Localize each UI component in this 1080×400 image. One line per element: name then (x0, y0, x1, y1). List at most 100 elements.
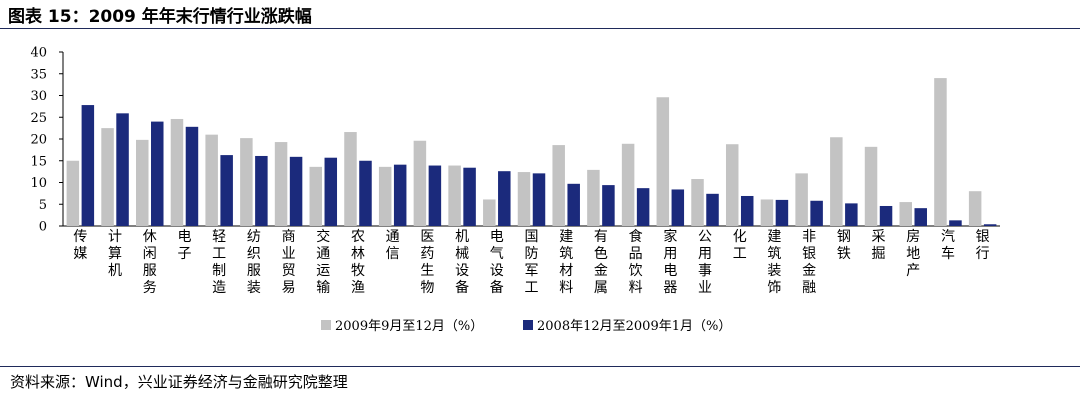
bar-series1 (795, 173, 808, 226)
x-category-label: 采掘 (872, 229, 886, 262)
bar-series2 (220, 155, 233, 226)
bar-series2 (845, 203, 858, 226)
bar-series1 (621, 143, 635, 226)
x-category-label: 休闲服务 (143, 229, 157, 296)
bar-series1 (448, 165, 461, 226)
bar-series1 (968, 191, 982, 226)
x-category-label: 房地产 (906, 229, 920, 279)
bar-series1 (344, 132, 357, 226)
legend-swatch-series1 (321, 320, 331, 330)
y-tick-label: 10 (30, 176, 47, 191)
bar-series2 (914, 208, 927, 226)
legend-label-series2: 2008年12月至2009年1月（%） (537, 319, 731, 334)
bar-series1 (240, 138, 253, 226)
bar-series1 (101, 128, 114, 226)
x-category-label: 农林牧渔 (351, 229, 365, 296)
x-category-label: 轻工制造 (212, 229, 226, 296)
y-tick-label: 40 (30, 46, 47, 61)
bar-series1 (552, 145, 565, 226)
legend-label-series1: 2009年9月至12月（%） (335, 319, 483, 334)
x-category-label: 传媒 (73, 229, 87, 262)
x-axis-labels: 传媒 计算机 休闲服务 电子 轻工制造 纺织服装 商业贸易 交通运输 农林牧渔 通信 医药生物 机械设… (73, 228, 989, 296)
x-category-label: 建筑装饰 (767, 229, 781, 296)
y-tick-label: 25 (30, 111, 47, 126)
bar-series2 (567, 183, 580, 226)
x-category-label: 钢铁 (837, 229, 851, 262)
bar-series2 (359, 160, 372, 226)
bar-series1 (483, 199, 496, 226)
x-category-label: 银行 (976, 229, 990, 262)
bar-series2 (393, 164, 407, 226)
y-tick-label: 5 (39, 198, 47, 213)
bar-series1 (170, 118, 184, 226)
x-category-label: 医药生物 (420, 229, 434, 296)
bar-series2 (671, 189, 685, 226)
bar-series1 (274, 142, 288, 226)
bar-series1 (66, 160, 80, 226)
x-category-label: 通信 (386, 229, 400, 262)
x-category-label: 汽车 (941, 229, 955, 262)
bar-series1 (691, 179, 704, 226)
x-category-label: 建筑材料 (559, 229, 573, 296)
bar-series1 (899, 202, 912, 226)
bar-series2 (289, 156, 303, 226)
x-category-label: 非银金融 (802, 229, 816, 296)
bar-series2 (428, 165, 442, 226)
bar-series2 (116, 113, 129, 226)
bar-series1 (830, 137, 843, 226)
bar-series1 (725, 144, 739, 226)
bottom-rule (0, 366, 1080, 367)
bar-series2 (706, 193, 719, 226)
y-tick-label: 15 (30, 154, 47, 169)
bar-series2 (775, 199, 789, 226)
bars (66, 78, 997, 227)
chart-title: 图表 15：2009 年年末行情行业涨跌幅 (8, 7, 312, 27)
bar-series2 (532, 173, 546, 226)
x-category-label: 计算机 (108, 229, 122, 279)
bar-series2 (983, 224, 997, 226)
x-category-label: 机械设备 (455, 229, 469, 296)
bar-series2 (151, 121, 164, 226)
x-category-label: 商业贸易 (282, 229, 296, 296)
x-category-label: 食品饮料 (629, 228, 643, 296)
bar-series2 (185, 126, 199, 226)
bar-series2 (255, 155, 268, 226)
x-category-label: 电气设备 (490, 229, 504, 296)
legend-swatch-series2 (523, 320, 533, 330)
bar-series2 (463, 167, 476, 226)
bar-chart: 0 5 10 15 20 25 30 35 40 传媒 计算机 休闲服务 电子 轻工制造 纺织服装 商业贸易… (30, 46, 1000, 334)
bar-series1 (413, 140, 427, 226)
x-category-label: 家用电器 (663, 228, 677, 296)
bar-series1 (309, 166, 323, 226)
legend: 2009年9月至12月（%） 2008年12月至2009年1月（%） (321, 319, 731, 334)
bar-series2 (949, 220, 962, 226)
x-category-label: 国防军工 (525, 229, 539, 296)
x-category-label: 公用事业 (698, 229, 712, 296)
bar-series1 (136, 139, 149, 226)
bar-series1 (934, 78, 947, 226)
bar-series2 (879, 205, 893, 226)
bar-series2 (810, 200, 823, 226)
y-tick-label: 0 (39, 220, 47, 235)
x-category-label: 化工 (733, 229, 747, 262)
bar-series1 (864, 146, 878, 226)
bar-series2 (324, 157, 338, 226)
x-category-label: 有色金属 (594, 229, 608, 296)
x-category-label: 纺织服装 (247, 229, 261, 296)
bar-series1 (656, 97, 670, 227)
bar-series1 (760, 199, 774, 226)
x-category-label: 电子 (177, 229, 191, 262)
bar-series2 (498, 171, 511, 226)
bar-series1 (205, 134, 218, 226)
bar-series2 (740, 195, 754, 226)
source-note: 资料来源：Wind，兴业证券经济与金融研究院整理 (10, 373, 348, 391)
bar-series2 (636, 188, 650, 226)
y-tick-label: 35 (30, 67, 47, 82)
x-category-label: 交通运输 (316, 228, 330, 296)
bar-series1 (378, 166, 392, 226)
top-rule (0, 28, 1080, 29)
bar-series2 (602, 185, 615, 226)
y-tick-label: 20 (30, 133, 47, 148)
bar-series1 (587, 169, 600, 226)
bar-series2 (81, 105, 95, 226)
